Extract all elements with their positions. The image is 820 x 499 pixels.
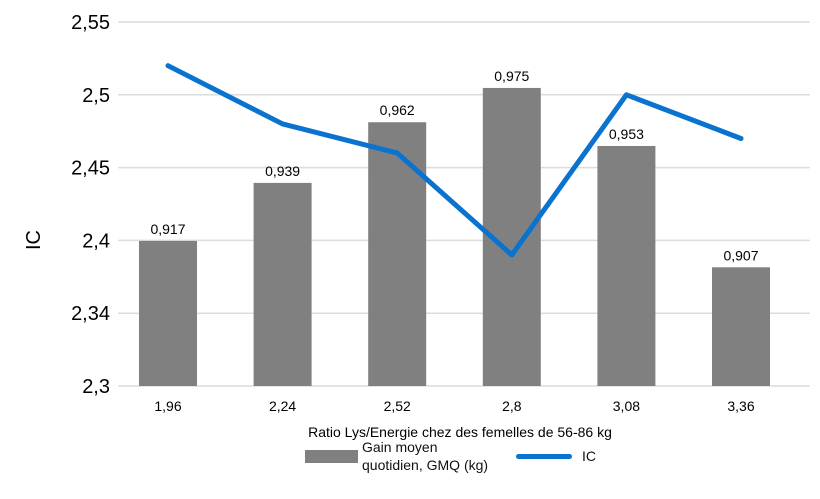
line-ic: [165, 63, 744, 258]
x-tick-label: 1,96: [154, 398, 181, 414]
x-tick-label: 3,08: [613, 398, 640, 414]
y-tick-label: 2,34: [71, 303, 110, 325]
bar-data-label: 0,917: [150, 221, 185, 237]
legend-label-ic: IC: [582, 448, 596, 464]
x-tick-label: 2,24: [269, 398, 296, 414]
x-tick-label: 2,8: [502, 398, 522, 414]
bar-gmq: [712, 267, 770, 386]
x-tick-label: 2,52: [384, 398, 411, 414]
legend-label-gmq: Gain moyen quotidien, GMQ (kg): [362, 439, 489, 473]
x-axis-label: Ratio Lys/Energie chez des femelles de 5…: [308, 424, 612, 440]
bar-gmq: [139, 240, 197, 386]
bar-data-label: 0,962: [380, 102, 415, 118]
bar-data-label: 0,907: [723, 247, 758, 263]
legend-swatch-ic: [516, 453, 572, 459]
y-axis-label: IC: [23, 230, 45, 250]
bar-gmq: [597, 145, 656, 386]
legend: Gain moyen quotidien, GMQ (kg) IC: [305, 438, 596, 474]
x-tick-label: 3,36: [727, 398, 754, 414]
y-tick-label: 2,4: [82, 230, 110, 252]
bar-data-label: 0,939: [265, 163, 300, 179]
legend-swatch-gmq: [305, 449, 358, 463]
y-tick-label: 2,45: [71, 158, 110, 180]
bar-gmq: [253, 182, 312, 386]
bar-gmq: [368, 122, 427, 387]
bar-data-label: 0,953: [609, 126, 644, 142]
y-tick-label: 2,5: [82, 85, 110, 107]
bar-data-label: 0,975: [494, 68, 529, 84]
y-tick-label: 2,3: [82, 376, 110, 398]
y-tick-label: 2,55: [71, 12, 110, 34]
